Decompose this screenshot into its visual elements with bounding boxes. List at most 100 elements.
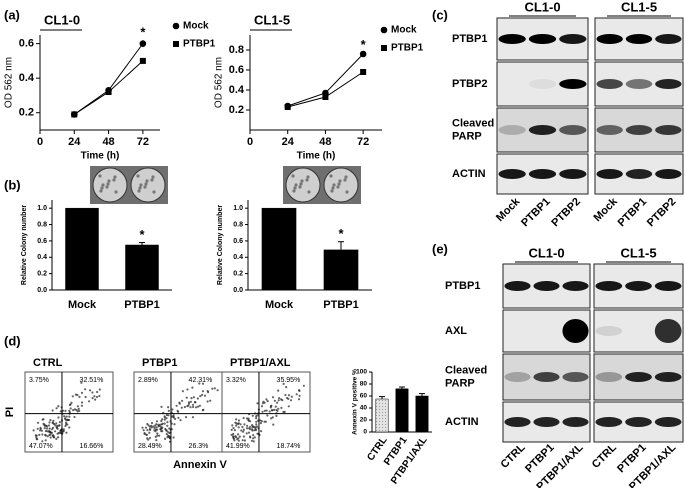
band — [625, 34, 653, 44]
event-dot — [46, 435, 49, 438]
event-dot — [259, 422, 262, 425]
colony — [114, 190, 118, 194]
event-dot — [48, 427, 51, 430]
bar — [125, 244, 159, 291]
event-dot — [49, 433, 52, 436]
flow-title: PTBP1/AXL — [230, 357, 291, 369]
event-dot — [274, 405, 277, 408]
event-dot — [159, 428, 162, 431]
event-dot — [238, 435, 241, 438]
event-dot — [216, 389, 219, 392]
event-dot — [245, 432, 248, 435]
blot-row-label: ACTIN — [452, 168, 486, 180]
y-tick-label: 0.8 — [229, 44, 244, 56]
event-dot — [55, 437, 58, 440]
event-dot — [55, 407, 58, 410]
quadrant-label: 35.95% — [277, 377, 301, 384]
event-dot — [255, 423, 258, 426]
event-dot — [161, 418, 164, 421]
bar — [395, 388, 409, 433]
event-dot — [70, 401, 73, 404]
event-dot — [213, 387, 216, 390]
colony — [101, 183, 105, 187]
event-dot — [242, 435, 245, 438]
lane-label: PTBP1 — [616, 196, 650, 230]
band — [528, 79, 557, 89]
event-dot — [59, 429, 62, 432]
event-dot — [237, 433, 240, 436]
event-dot — [52, 435, 55, 438]
y-tick-label: 0.4 — [233, 254, 243, 261]
band — [655, 125, 682, 135]
event-dot — [287, 394, 291, 397]
event-dot — [211, 387, 214, 390]
event-dot — [273, 399, 276, 402]
y-tick-label: 0.4 — [37, 254, 47, 261]
event-dot — [186, 405, 189, 408]
legend-marker — [172, 22, 180, 30]
event-dot — [42, 422, 45, 425]
event-dot — [72, 409, 75, 412]
event-dot — [183, 405, 186, 409]
event-dot — [181, 399, 184, 402]
event-dot — [233, 429, 236, 432]
marker — [284, 104, 291, 110]
y-tick-label: 1.0 — [233, 205, 243, 212]
event-dot — [232, 437, 235, 440]
event-dot — [287, 405, 290, 408]
quadrant-label: 26.3% — [189, 443, 209, 450]
y-tick-label: 0.2 — [37, 270, 47, 277]
colony — [336, 185, 340, 189]
colony — [299, 182, 303, 186]
band — [559, 169, 587, 179]
event-dot — [194, 401, 197, 404]
event-dot — [186, 388, 189, 391]
blot-row-label: PTBP1 — [452, 33, 487, 45]
event-dot — [235, 424, 238, 427]
event-dot — [73, 415, 76, 419]
event-dot — [265, 398, 268, 401]
event-dot — [69, 407, 72, 410]
y-tick-label: 80 — [360, 381, 368, 388]
event-dot — [168, 427, 171, 430]
blot-row-label: AXL — [445, 325, 467, 337]
quadrant-label: 28.49% — [138, 443, 162, 450]
y-tick-label: 1.0 — [37, 205, 47, 212]
event-dot — [39, 429, 42, 432]
event-dot — [155, 423, 158, 426]
event-dot — [247, 431, 251, 434]
event-dot — [177, 416, 180, 419]
event-dot — [163, 418, 166, 421]
event-dot — [298, 394, 301, 397]
blot-row-label: PARP — [452, 130, 482, 142]
marker — [105, 89, 112, 95]
event-dot — [252, 437, 255, 440]
y-tick-label: 0.4 — [229, 84, 245, 96]
blot-row-label: PTBP1 — [445, 280, 480, 292]
event-dot — [283, 410, 286, 413]
event-dot — [246, 427, 249, 430]
event-dot — [242, 428, 245, 431]
event-dot — [184, 416, 188, 419]
band — [595, 417, 623, 427]
event-dot — [270, 417, 273, 420]
event-dot — [270, 409, 274, 412]
event-dot — [148, 436, 151, 440]
colony — [105, 185, 109, 189]
event-dot — [84, 395, 87, 399]
event-dot — [189, 406, 192, 409]
event-dot — [256, 402, 259, 405]
event-dot — [286, 396, 289, 400]
event-dot — [36, 427, 39, 430]
event-dot — [284, 393, 287, 397]
legend-marker — [380, 26, 388, 34]
event-dot — [64, 409, 67, 412]
band — [596, 169, 623, 179]
event-dot — [54, 430, 57, 433]
blot-column-title: CL1-5 — [620, 245, 656, 260]
event-dot — [71, 395, 74, 398]
colony — [293, 186, 297, 190]
event-dot — [55, 426, 59, 429]
bar — [323, 249, 359, 291]
